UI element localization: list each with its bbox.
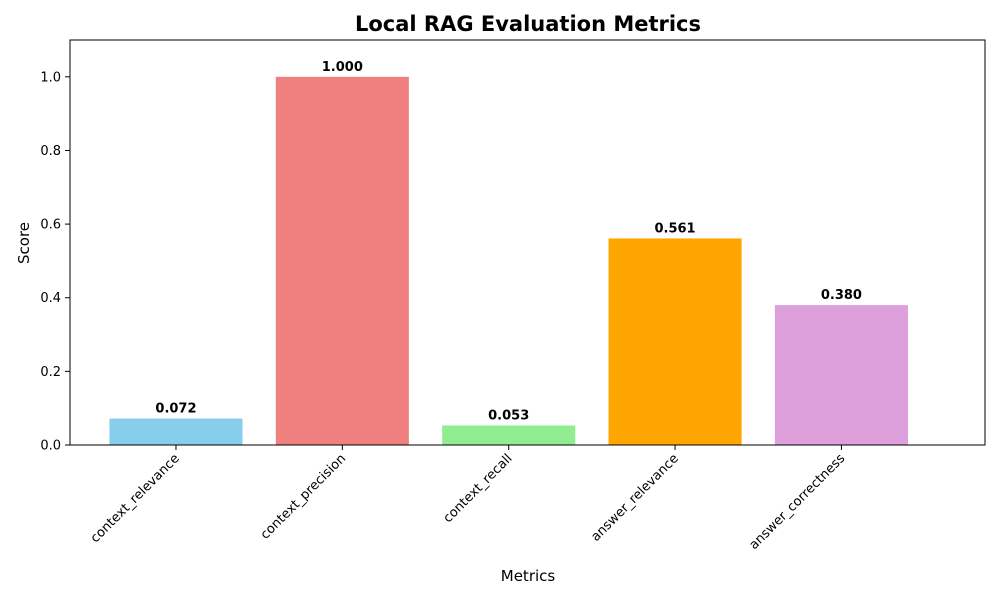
bar-context-relevance [109, 418, 243, 445]
bar-value-label: 0.053 [488, 408, 529, 423]
y-tick-label: 0.4 [40, 291, 61, 306]
bar-labels-group: 0.072 1.000 0.053 0.561 0.380 [155, 60, 862, 424]
y-tick-label: 0.8 [40, 144, 61, 159]
y-tick-label: 0.0 [40, 439, 61, 454]
y-tick-label: 0.6 [40, 218, 61, 233]
bar-value-label: 0.561 [654, 221, 695, 236]
x-axis-ticks: context_relevance context_precision contex… [88, 445, 849, 553]
bar-answer-relevance [608, 238, 742, 445]
y-axis-label: Score [15, 222, 33, 264]
bars-group [109, 76, 908, 445]
x-tick-label: context_recall [441, 451, 516, 526]
x-tick-label: answer_correctness [747, 451, 849, 553]
bar-answer-correctness [774, 305, 908, 445]
x-axis-label: Metrics [501, 567, 556, 585]
y-tick-label: 0.2 [40, 365, 61, 380]
y-tick-label: 1.0 [40, 70, 61, 85]
bar-context-recall [442, 425, 576, 445]
x-tick-label: answer_relevance [588, 451, 681, 544]
x-tick-label: context_precision [258, 451, 349, 542]
bar-context-precision [275, 76, 409, 445]
bar-value-label: 0.380 [821, 288, 862, 303]
bar-value-label: 0.072 [155, 401, 196, 416]
plot-frame [69, 39, 986, 446]
chart-title: Local RAG Evaluation Metrics [355, 12, 701, 36]
bar-value-label: 1.000 [322, 60, 363, 75]
x-tick-label: context_relevance [88, 451, 183, 546]
y-axis-ticks: 0.0 0.2 0.4 0.6 0.8 1.0 [40, 70, 70, 454]
